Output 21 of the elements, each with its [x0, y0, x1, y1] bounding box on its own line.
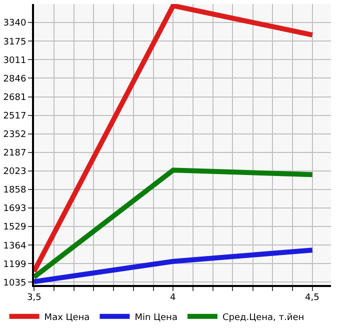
y-tick-label: 2352	[3, 130, 26, 140]
y-tick-label: 1199	[3, 260, 26, 270]
y-tick-label: 2846	[3, 74, 26, 84]
y-tick-label: 2681	[3, 92, 26, 103]
y-tick-label: 3340	[3, 18, 26, 29]
y-tick-label: 2023	[3, 167, 26, 178]
y-tick-label: 1364	[3, 241, 26, 252]
x-tick-label: 4	[170, 293, 176, 303]
y-tick-label: 1529	[3, 222, 26, 233]
x-tick-label: 3,5	[27, 293, 42, 303]
legend-label: Сред.Цена, т.йен	[222, 312, 304, 323]
y-tick-label: 1035	[3, 278, 26, 288]
x-tick-label: 4,5	[305, 293, 320, 303]
legend-label: Max Цена	[44, 312, 90, 323]
y-tick-label: 1858	[3, 186, 26, 196]
y-tick-label: 2187	[3, 148, 26, 159]
y-tick-label: 3011	[3, 56, 26, 66]
y-tick-label: 2517	[3, 111, 26, 122]
y-tick-label: 3175	[3, 37, 26, 48]
legend-label: Min Цена	[134, 312, 178, 323]
y-tick-label: 1693	[3, 204, 26, 214]
